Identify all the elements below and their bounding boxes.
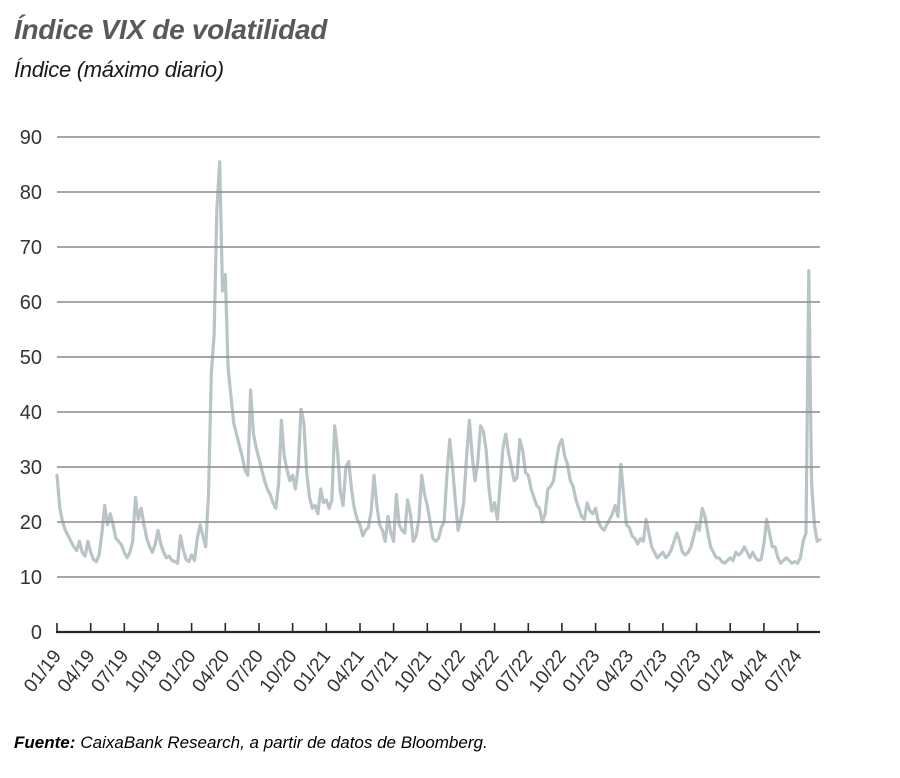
y-tick-label-10: 10 — [20, 567, 42, 589]
x-tick-label-07/21: 07/21 — [357, 646, 403, 696]
x-tick-label-10/22: 10/22 — [525, 646, 571, 696]
x-tick-label-07/19: 07/19 — [87, 646, 133, 696]
chart-subtitle: Índice (máximo diario) — [14, 57, 224, 82]
y-tick-label-40: 40 — [20, 402, 42, 424]
vix-series-line — [55, 160, 822, 565]
source-text: CaixaBank Research, a partir de datos de… — [80, 733, 488, 752]
x-tick-label-01/23: 01/23 — [559, 646, 605, 696]
x-tick-label-01/20: 01/20 — [155, 646, 201, 696]
source-label: Fuente: — [14, 733, 76, 752]
y-tick-label-70: 70 — [20, 237, 42, 259]
y-tick-label-0: 0 — [31, 622, 42, 644]
page-title: Índice VIX de volatilidad — [14, 14, 328, 45]
y-tick-label-20: 20 — [20, 512, 42, 534]
y-tick-label-90: 90 — [20, 127, 42, 149]
y-tick-label-60: 60 — [20, 292, 42, 314]
y-tick-label-50: 50 — [20, 347, 42, 369]
y-tick-label-30: 30 — [20, 457, 42, 479]
x-tick-label-04/20: 04/20 — [188, 646, 234, 696]
x-tick-label-04/22: 04/22 — [458, 646, 504, 696]
x-tick-label-07/23: 07/23 — [626, 646, 672, 696]
x-tick-label-01/22: 01/22 — [424, 646, 470, 696]
x-tick-label-10/20: 10/20 — [256, 646, 302, 696]
source-note: Fuente: CaixaBank Research, a partir de d… — [14, 733, 488, 753]
x-tick-label-01/21: 01/21 — [289, 646, 335, 696]
y-tick-label-80: 80 — [20, 182, 42, 204]
x-tick-label-07/24: 07/24 — [761, 646, 807, 697]
x-tick-label-01/19: 01/19 — [20, 646, 66, 696]
